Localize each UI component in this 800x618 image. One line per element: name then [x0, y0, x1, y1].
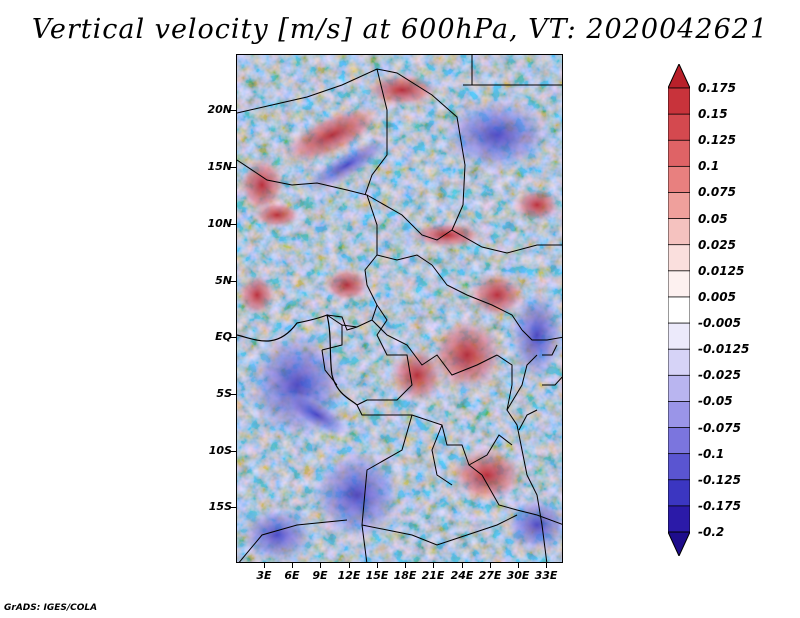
chart-title: Vertical velocity [m/s] at 600hPa, VT: 2…	[31, 14, 769, 45]
footer-credit: GrADS: IGES/COLA	[4, 603, 98, 613]
colorbar-label: -0.2	[698, 525, 725, 539]
x-axis-label: 18E	[393, 569, 417, 582]
colorbar-segment	[668, 374, 690, 403]
y-tick	[230, 394, 236, 395]
colorbar-segment	[668, 139, 690, 168]
x-tick	[264, 563, 265, 568]
colorbar-label: -0.075	[698, 420, 741, 435]
x-tick	[490, 563, 491, 568]
y-axis-label: 10S	[208, 444, 232, 457]
x-axis-label: 21E	[421, 569, 445, 582]
colorbar-label: 0.1	[698, 159, 720, 174]
x-tick	[405, 563, 406, 568]
colorbar-label: 0.05	[698, 211, 728, 226]
x-tick	[462, 563, 463, 568]
colorbar-segment	[668, 479, 690, 507]
y-tick	[230, 281, 236, 282]
y-tick	[230, 337, 236, 338]
colorbar-label: -0.1	[698, 446, 725, 461]
y-axis-label: 5N	[215, 274, 232, 287]
x-axis-label: 24E	[450, 569, 474, 582]
colorbar-segment	[668, 505, 690, 533]
colorbar-segment	[668, 165, 690, 194]
coastline	[237, 314, 358, 406]
y-axis-label: 20N	[207, 103, 232, 116]
x-tick	[320, 563, 321, 568]
x-tick	[518, 563, 519, 568]
x-axis-label: 27E	[478, 569, 502, 582]
x-axis-label: 30E	[506, 569, 530, 582]
colorbar-bottom-arrow	[668, 531, 690, 556]
colorbar-label: 0.125	[698, 133, 736, 148]
colorbar-segment	[668, 401, 690, 429]
y-axis-label: 5S	[216, 387, 232, 400]
colorbar-segment	[668, 453, 690, 481]
x-axis-label: 6E	[284, 569, 300, 582]
x-axis-label: 3E	[256, 569, 272, 582]
x-axis-label: 12E	[337, 569, 361, 582]
x-tick	[433, 563, 434, 568]
colorbar-label: -0.005	[698, 316, 741, 331]
colorbar-segment	[668, 87, 690, 116]
colorbar-segment	[668, 218, 690, 246]
map-panel	[236, 54, 563, 563]
colorbar-segment	[668, 192, 690, 220]
x-axis-label: 9E	[312, 569, 328, 582]
x-axis-label: 15E	[365, 569, 389, 582]
colorbar-top-arrow	[668, 64, 690, 89]
colorbar-segment	[668, 270, 690, 298]
colorbar	[668, 64, 690, 556]
x-tick	[349, 563, 350, 568]
colorbar-label: 0.0125	[698, 263, 745, 278]
y-tick	[230, 507, 236, 508]
y-tick	[230, 167, 236, 168]
y-tick	[230, 110, 236, 111]
colorbar-label: 0.025	[698, 237, 736, 252]
y-axis-label: 10N	[207, 217, 232, 230]
upward-regions	[237, 72, 562, 505]
colorbar-label: -0.05	[698, 394, 733, 409]
y-axis-label: 15S	[208, 500, 232, 513]
x-axis-label: 33E	[534, 569, 558, 582]
colorbar-label: -0.025	[698, 368, 741, 383]
colorbar-segment	[668, 296, 690, 324]
colorbar-label: 0.15	[698, 107, 728, 122]
x-tick	[292, 563, 293, 568]
x-tick	[377, 563, 378, 568]
country-borders	[237, 55, 562, 562]
y-tick	[230, 224, 236, 225]
colorbar-label: 0.005	[698, 289, 736, 304]
colorbar-label: -0.125	[698, 472, 741, 487]
colorbar-segment	[668, 348, 690, 377]
colorbar-label: -0.175	[698, 498, 741, 513]
colorbar-segment	[668, 244, 690, 272]
y-axis-label: EQ	[215, 330, 232, 343]
colorbar-segment	[668, 427, 690, 455]
x-tick	[546, 563, 547, 568]
colorbar-label: -0.0125	[698, 342, 750, 357]
y-tick	[230, 451, 236, 452]
colorbar-label: 0.175	[698, 81, 736, 95]
downward-regions	[237, 95, 562, 562]
colorbar-segment	[668, 322, 690, 351]
y-axis-label: 15N	[207, 160, 232, 173]
colorbar-label: 0.075	[698, 185, 736, 200]
velocity-field	[237, 55, 562, 562]
colorbar-segment	[668, 113, 690, 142]
